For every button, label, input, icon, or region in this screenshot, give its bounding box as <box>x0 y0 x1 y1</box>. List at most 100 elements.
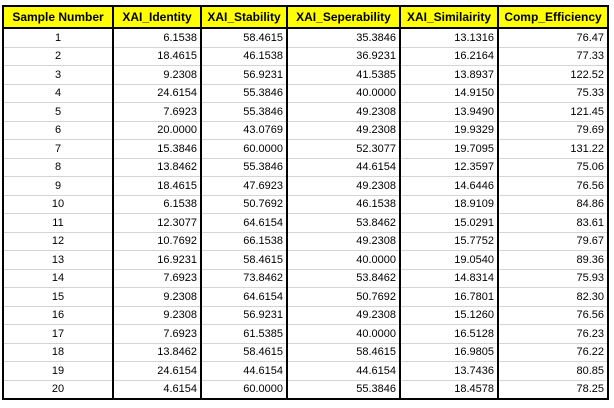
xai-stability-cell[interactable]: 61.5385 <box>200 324 288 344</box>
xai-stability-cell[interactable]: 46.1538 <box>200 47 288 66</box>
xai-similairity-cell[interactable]: 14.9150 <box>399 84 499 103</box>
header-xai-identity[interactable]: XAI_Identity <box>112 5 202 29</box>
xai-stability-cell[interactable]: 55.3846 <box>200 102 288 122</box>
comp-efficiency-cell[interactable]: 76.56 <box>497 176 609 196</box>
xai-seperability-cell[interactable]: 44.6154 <box>286 158 401 177</box>
xai-similairity-cell[interactable]: 19.7095 <box>399 139 499 159</box>
header-xai-seperability[interactable]: XAI_Seperability <box>286 5 401 29</box>
comp-efficiency-cell[interactable]: 84.86 <box>497 195 609 214</box>
comp-efficiency-cell[interactable]: 82.30 <box>497 287 609 307</box>
xai-similairity-cell[interactable]: 14.8314 <box>399 269 499 288</box>
sample-number-cell[interactable]: 1 <box>2 28 114 48</box>
header-xai-similairity[interactable]: XAI_Similairity <box>399 5 499 29</box>
xai-seperability-cell[interactable]: 55.3846 <box>286 380 401 400</box>
xai-identity-cell[interactable]: 24.6154 <box>112 361 202 381</box>
sample-number-cell[interactable]: 2 <box>2 47 114 66</box>
xai-stability-cell[interactable]: 56.9231 <box>200 306 288 325</box>
sample-number-cell[interactable]: 17 <box>2 324 114 344</box>
xai-stability-cell[interactable]: 50.7692 <box>200 195 288 214</box>
xai-identity-cell[interactable]: 20.0000 <box>112 121 202 140</box>
xai-stability-cell[interactable]: 43.0769 <box>200 121 288 140</box>
xai-identity-cell[interactable]: 18.4615 <box>112 176 202 196</box>
sample-number-cell[interactable]: 20 <box>2 380 114 400</box>
xai-seperability-cell[interactable]: 40.0000 <box>286 324 401 344</box>
comp-efficiency-cell[interactable]: 83.61 <box>497 213 609 233</box>
sample-number-cell[interactable]: 6 <box>2 121 114 140</box>
xai-stability-cell[interactable]: 56.9231 <box>200 65 288 85</box>
xai-identity-cell[interactable]: 7.6923 <box>112 102 202 122</box>
comp-efficiency-cell[interactable]: 121.45 <box>497 102 609 122</box>
xai-seperability-cell[interactable]: 40.0000 <box>286 250 401 270</box>
xai-identity-cell[interactable]: 9.2308 <box>112 65 202 85</box>
xai-seperability-cell[interactable]: 49.2308 <box>286 121 401 140</box>
xai-seperability-cell[interactable]: 52.3077 <box>286 139 401 159</box>
xai-stability-cell[interactable]: 60.0000 <box>200 380 288 400</box>
xai-seperability-cell[interactable]: 46.1538 <box>286 195 401 214</box>
comp-efficiency-cell[interactable]: 76.56 <box>497 306 609 325</box>
comp-efficiency-cell[interactable]: 78.25 <box>497 380 609 400</box>
xai-stability-cell[interactable]: 58.4615 <box>200 250 288 270</box>
sample-number-cell[interactable]: 19 <box>2 361 114 381</box>
xai-identity-cell[interactable]: 7.6923 <box>112 269 202 288</box>
xai-stability-cell[interactable]: 60.0000 <box>200 139 288 159</box>
xai-stability-cell[interactable]: 44.6154 <box>200 361 288 381</box>
xai-seperability-cell[interactable]: 44.6154 <box>286 361 401 381</box>
sample-number-cell[interactable]: 3 <box>2 65 114 85</box>
xai-similairity-cell[interactable]: 16.5128 <box>399 324 499 344</box>
xai-stability-cell[interactable]: 55.3846 <box>200 158 288 177</box>
xai-seperability-cell[interactable]: 35.3846 <box>286 28 401 48</box>
xai-seperability-cell[interactable]: 53.8462 <box>286 213 401 233</box>
xai-seperability-cell[interactable]: 41.5385 <box>286 65 401 85</box>
xai-identity-cell[interactable]: 16.9231 <box>112 250 202 270</box>
sample-number-cell[interactable]: 7 <box>2 139 114 159</box>
sample-number-cell[interactable]: 12 <box>2 232 114 251</box>
xai-identity-cell[interactable]: 24.6154 <box>112 84 202 103</box>
comp-efficiency-cell[interactable]: 76.47 <box>497 28 609 48</box>
header-sample-number[interactable]: Sample Number <box>2 5 114 29</box>
xai-seperability-cell[interactable]: 49.2308 <box>286 176 401 196</box>
sample-number-cell[interactable]: 4 <box>2 84 114 103</box>
sample-number-cell[interactable]: 10 <box>2 195 114 214</box>
comp-efficiency-cell[interactable]: 122.52 <box>497 65 609 85</box>
xai-stability-cell[interactable]: 64.6154 <box>200 213 288 233</box>
xai-similairity-cell[interactable]: 12.3597 <box>399 158 499 177</box>
comp-efficiency-cell[interactable]: 89.36 <box>497 250 609 270</box>
xai-similairity-cell[interactable]: 16.7801 <box>399 287 499 307</box>
xai-similairity-cell[interactable]: 13.8937 <box>399 65 499 85</box>
sample-number-cell[interactable]: 11 <box>2 213 114 233</box>
xai-identity-cell[interactable]: 12.3077 <box>112 213 202 233</box>
xai-similairity-cell[interactable]: 16.2164 <box>399 47 499 66</box>
sample-number-cell[interactable]: 13 <box>2 250 114 270</box>
comp-efficiency-cell[interactable]: 80.85 <box>497 361 609 381</box>
xai-stability-cell[interactable]: 73.8462 <box>200 269 288 288</box>
sample-number-cell[interactable]: 9 <box>2 176 114 196</box>
xai-stability-cell[interactable]: 58.4615 <box>200 28 288 48</box>
comp-efficiency-cell[interactable]: 76.22 <box>497 343 609 362</box>
xai-stability-cell[interactable]: 47.6923 <box>200 176 288 196</box>
xai-seperability-cell[interactable]: 49.2308 <box>286 102 401 122</box>
xai-identity-cell[interactable]: 9.2308 <box>112 287 202 307</box>
xai-seperability-cell[interactable]: 53.8462 <box>286 269 401 288</box>
xai-identity-cell[interactable]: 18.4615 <box>112 47 202 66</box>
xai-similairity-cell[interactable]: 15.0291 <box>399 213 499 233</box>
xai-stability-cell[interactable]: 55.3846 <box>200 84 288 103</box>
xai-seperability-cell[interactable]: 36.9231 <box>286 47 401 66</box>
xai-seperability-cell[interactable]: 49.2308 <box>286 306 401 325</box>
xai-identity-cell[interactable]: 6.1538 <box>112 195 202 214</box>
sample-number-cell[interactable]: 8 <box>2 158 114 177</box>
sample-number-cell[interactable]: 5 <box>2 102 114 122</box>
header-comp-efficiency[interactable]: Comp_Efficiency <box>497 5 609 29</box>
comp-efficiency-cell[interactable]: 79.69 <box>497 121 609 140</box>
sample-number-cell[interactable]: 18 <box>2 343 114 362</box>
comp-efficiency-cell[interactable]: 75.93 <box>497 269 609 288</box>
xai-similairity-cell[interactable]: 15.1260 <box>399 306 499 325</box>
comp-efficiency-cell[interactable]: 75.33 <box>497 84 609 103</box>
xai-identity-cell[interactable]: 15.3846 <box>112 139 202 159</box>
comp-efficiency-cell[interactable]: 76.23 <box>497 324 609 344</box>
comp-efficiency-cell[interactable]: 79.67 <box>497 232 609 251</box>
xai-stability-cell[interactable]: 64.6154 <box>200 287 288 307</box>
xai-similairity-cell[interactable]: 13.7436 <box>399 361 499 381</box>
header-xai-stability[interactable]: XAI_Stability <box>200 5 288 29</box>
xai-seperability-cell[interactable]: 49.2308 <box>286 232 401 251</box>
xai-stability-cell[interactable]: 58.4615 <box>200 343 288 362</box>
